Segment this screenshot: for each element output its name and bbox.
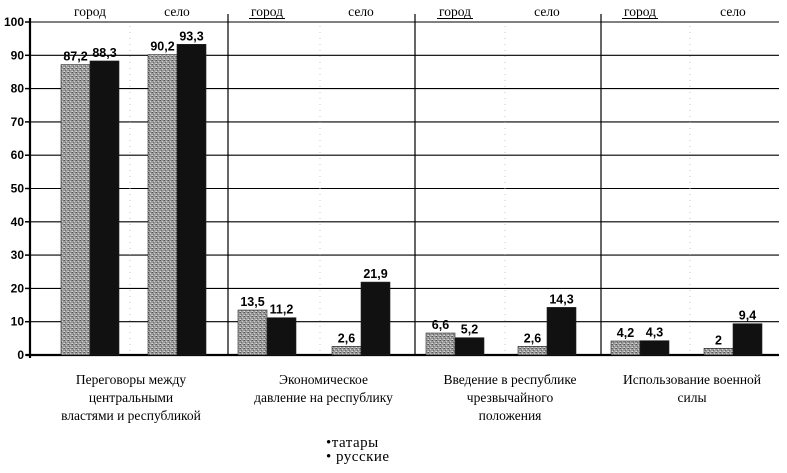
category-label-2-1: чрезвычайного <box>467 390 554 405</box>
bar-1-1-russians <box>360 281 391 356</box>
sub-header-3-1: село <box>720 4 746 19</box>
y-tick-label-40: 40 <box>11 215 25 229</box>
bar-2-0-tatars <box>425 332 456 356</box>
legend-entry-1: • русские <box>326 449 390 465</box>
bar-0-0-tatars <box>60 64 91 356</box>
sub-header-2-0: город <box>439 4 471 19</box>
bar-0-0-russians <box>89 60 120 356</box>
data-label-3-0-1: 4,3 <box>646 326 663 340</box>
y-tick-label-90: 90 <box>11 48 25 62</box>
sub-header-0-1: село <box>164 4 190 19</box>
y-tick-label-30: 30 <box>11 248 25 262</box>
category-label-2-0: Введение в республике <box>443 372 576 387</box>
data-label-3-0-0: 4,2 <box>617 326 634 340</box>
y-tick-label-20: 20 <box>11 281 25 295</box>
y-tick-label-100: 100 <box>4 15 24 29</box>
bar-2-1-russians <box>546 307 577 356</box>
bar-3-1-tatars <box>703 348 734 356</box>
y-tick-label-0: 0 <box>17 348 24 362</box>
sub-header-1-0: город <box>251 4 283 19</box>
sub-header-2-1: село <box>534 4 560 19</box>
sub-header-1-1: село <box>348 4 374 19</box>
data-label-0-0-0: 87,2 <box>63 50 87 64</box>
data-label-2-0-0: 6,6 <box>432 318 449 332</box>
data-label-0-1-1: 93,3 <box>179 29 203 43</box>
category-label-3-0: Использование военной <box>623 372 761 387</box>
legend-entry-0: •татары <box>326 435 379 451</box>
bar-0-1-tatars <box>147 54 178 356</box>
data-label-2-1-0: 2,6 <box>524 331 541 345</box>
y-tick-label-10: 10 <box>11 315 25 329</box>
data-label-1-1-1: 21,9 <box>363 267 387 281</box>
bar-1-1-tatars <box>331 346 362 356</box>
bar-2-1-tatars <box>517 346 548 356</box>
bar-3-0-russians <box>639 340 670 356</box>
bar-3-0-tatars <box>610 340 641 356</box>
category-label-1-0: Экономическое <box>279 372 368 387</box>
grid-layer <box>25 14 779 358</box>
y-tick-label-80: 80 <box>11 82 25 96</box>
data-label-3-1-1: 9,4 <box>739 309 756 323</box>
data-label-0-1-0: 90,2 <box>150 40 174 54</box>
data-label-2-1-1: 14,3 <box>549 292 573 306</box>
data-label-3-1-0: 2 <box>715 333 722 347</box>
bar-3-1-russians <box>732 323 763 356</box>
sub-header-3-0: город <box>624 4 656 19</box>
data-label-2-0-1: 5,2 <box>461 323 478 337</box>
text-layer: 0 10 20 30 40 50 60 70 80 90 100 город 87,2 88,3 село 9… <box>4 4 761 465</box>
category-label-0-0: Переговоры между <box>76 372 186 387</box>
y-tick-label-50: 50 <box>11 182 25 196</box>
category-label-0-2: властями и республикой <box>61 408 201 423</box>
data-label-1-1-0: 2,6 <box>338 331 355 345</box>
bar-0-1-russians <box>176 44 207 356</box>
data-label-0-0-1: 88,3 <box>92 46 116 60</box>
y-tick-label-70: 70 <box>11 115 25 129</box>
bar-1-0-russians <box>266 317 297 356</box>
category-label-2-2: положения <box>479 408 542 423</box>
sub-header-0-0: город <box>74 4 106 19</box>
y-tick-label-60: 60 <box>11 148 25 162</box>
bar-2-0-russians <box>454 337 485 356</box>
bars-layer <box>60 44 763 356</box>
category-label-1-1: давление на республику <box>254 390 393 405</box>
data-label-1-0-0: 13,5 <box>240 295 264 309</box>
data-label-1-0-1: 11,2 <box>270 303 294 317</box>
bar-1-0-tatars <box>237 309 268 356</box>
category-label-3-1: силы <box>677 390 706 405</box>
category-label-0-1: центральными <box>89 390 173 405</box>
